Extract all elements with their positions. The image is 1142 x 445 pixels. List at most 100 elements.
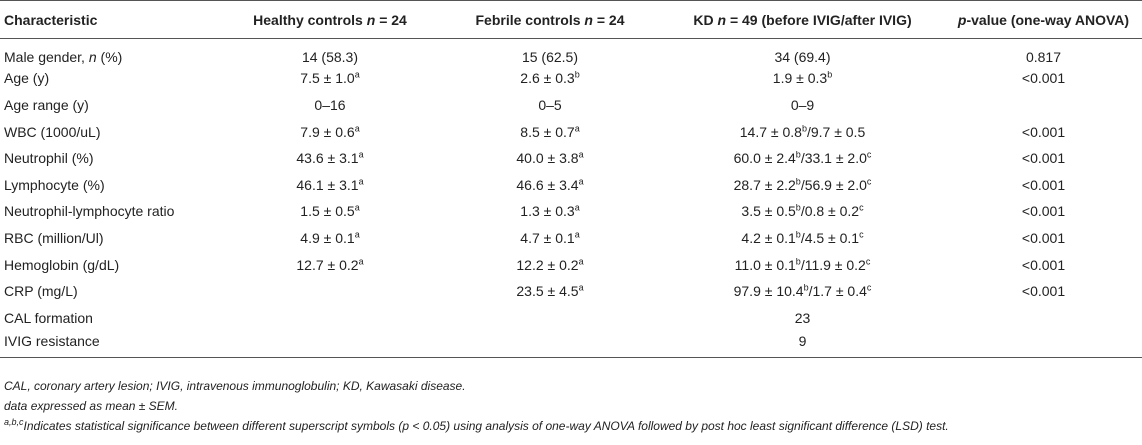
cell-kd-before-sup: b	[795, 229, 801, 240]
cell-kd-after: /9.7 ± 0.5	[806, 123, 866, 140]
table-row: Neutrophil-lymphocyte ratio 1.5 ± 0.5a 1.3…	[0, 198, 1142, 225]
cell-febrile-value: 15 (62.5)	[521, 49, 579, 66]
cell-p-value-text: <0.001	[1021, 203, 1066, 220]
cell-p-value-text: <0.001	[1021, 70, 1066, 87]
row-label: Neutrophil (%)	[0, 145, 220, 172]
cell-p-value: <0.001	[945, 145, 1142, 172]
row-label: Hemoglobin (g/dL)	[0, 251, 220, 278]
cell-kd-after-sup: c	[865, 255, 871, 266]
header-kd-text: KD	[693, 11, 718, 28]
cell-kd: 14.7 ± 0.8b/9.7 ± 0.5	[660, 118, 945, 145]
header-row: Characteristic Healthy controls n = 24 F…	[0, 0, 1142, 39]
row-label-text: Neutrophil-lymphocyte ratio	[4, 203, 175, 220]
table-row: RBC (million/Ul) 4.9 ± 0.1a 4.7 ± 0.1a 4.2 …	[0, 225, 1142, 252]
row-label: Age (y)	[0, 65, 220, 92]
cell-kd: 11.0 ± 0.1b/11.9 ± 0.2c	[660, 251, 945, 278]
cell-p-value: <0.001	[945, 118, 1142, 145]
row-label-text: Hemoglobin (g/dL)	[4, 256, 120, 273]
cell-healthy: 7.9 ± 0.6a	[220, 118, 440, 145]
cell-febrile-value: 1.3 ± 0.3	[520, 203, 575, 220]
cell-febrile: 0–5	[440, 92, 660, 119]
header-febrile-controls: Febrile controls n = 24	[440, 0, 660, 39]
header-characteristic: Characteristic	[0, 0, 220, 39]
cell-healthy-value: 46.1 ± 3.1	[296, 176, 359, 193]
table-row: Male gender, n (%) 14 (58.3) 15 (62.5) 34 (…	[0, 39, 1142, 66]
cell-healthy	[220, 278, 440, 305]
row-label: Male gender, n (%)	[0, 39, 220, 66]
cell-p-value: <0.001	[945, 251, 1142, 278]
header-characteristic-text: Characteristic	[4, 11, 98, 28]
header-febrile-count: = 24	[592, 11, 625, 28]
cell-p-value-text: 0.817	[1025, 49, 1062, 66]
row-label-text: Age range (y)	[4, 96, 89, 113]
cell-febrile-value: 8.5 ± 0.7	[520, 123, 575, 140]
cell-p-value: <0.001	[945, 225, 1142, 252]
row-label: CAL formation	[0, 304, 220, 331]
cell-kd-before-sup: b	[795, 149, 801, 160]
cell-kd: 97.9 ± 10.4b/1.7 ± 0.4c	[660, 278, 945, 305]
cell-kd-before: 28.7 ± 2.2	[733, 176, 796, 193]
cell-healthy-value: 7.5 ± 1.0	[300, 70, 355, 87]
header-p-text: -value (one-way ANOVA)	[966, 11, 1130, 28]
cell-febrile-sup: a	[574, 122, 580, 133]
cell-kd-before-sup: b	[801, 122, 807, 133]
row-label-text: RBC (million/Ul)	[4, 229, 104, 246]
cell-p-value	[945, 92, 1142, 119]
cell-healthy-sup: a	[354, 202, 360, 213]
cell-kd-before-sup: b	[795, 176, 801, 187]
cell-kd: 3.5 ± 0.5b/0.8 ± 0.2c	[660, 198, 945, 225]
cell-healthy	[220, 304, 440, 331]
table-row: Age (y) 7.5 ± 1.0a 2.6 ± 0.3b 1.9 ± 0.3b <0.…	[0, 65, 1142, 92]
table-row: Age range (y) 0–16 0–5 0–9	[0, 92, 1142, 119]
footnote-significance: a,b,cIndicates statistical significance …	[4, 416, 1142, 436]
header-healthy-n: n	[366, 11, 376, 28]
cell-healthy: 4.9 ± 0.1a	[220, 225, 440, 252]
table-row: CAL formation 23	[0, 304, 1142, 331]
cell-kd: 23	[660, 304, 945, 331]
row-label: Age range (y)	[0, 92, 220, 119]
row-label-text: Male gender,	[4, 49, 89, 66]
cell-p-value: <0.001	[945, 198, 1142, 225]
cell-febrile-sup: b	[574, 69, 580, 80]
cell-p-value: 0.817	[945, 39, 1142, 66]
cell-febrile-value: 2.6 ± 0.3	[520, 70, 575, 87]
cell-healthy-value: 7.9 ± 0.6	[300, 123, 355, 140]
cell-kd-before: 0–9	[790, 96, 815, 113]
cell-healthy	[220, 331, 440, 359]
cell-healthy-value: 0–16	[314, 96, 346, 113]
cell-healthy: 46.1 ± 3.1a	[220, 171, 440, 198]
cell-kd-after-sup: c	[859, 229, 864, 240]
cell-healthy-sup: a	[354, 229, 360, 240]
footnote-sig-p: p	[402, 419, 410, 434]
cell-febrile-sup: a	[578, 255, 584, 266]
cell-kd-before-sup: b	[827, 69, 833, 80]
cell-kd-after-sup: c	[866, 149, 872, 160]
row-label: IVIG resistance	[0, 331, 220, 359]
cell-kd: 60.0 ± 2.4b/33.1 ± 2.0c	[660, 145, 945, 172]
table-row: Hemoglobin (g/dL) 12.7 ± 0.2a 12.2 ± 0.2a 1…	[0, 251, 1142, 278]
cell-healthy: 14 (58.3)	[220, 39, 440, 66]
cell-p-value-text: <0.001	[1021, 176, 1066, 193]
cell-febrile: 46.6 ± 3.4a	[440, 171, 660, 198]
cell-kd-before: 14.7 ± 0.8	[739, 123, 802, 140]
cell-healthy: 0–16	[220, 92, 440, 119]
cell-p-value-text: <0.001	[1021, 150, 1066, 167]
cell-febrile: 4.7 ± 0.1a	[440, 225, 660, 252]
cell-p-value: <0.001	[945, 65, 1142, 92]
footnote-sig-text-1: Indicates statistical significance betwe…	[23, 419, 403, 434]
cell-kd-after: /0.8 ± 0.2	[800, 203, 860, 220]
cell-febrile	[440, 304, 660, 331]
row-label: RBC (million/Ul)	[0, 225, 220, 252]
cell-kd-before-sup: b	[795, 255, 801, 266]
cell-kd-after-sup: c	[866, 282, 872, 293]
cell-febrile	[440, 331, 660, 359]
cell-kd-after-sup: c	[866, 176, 872, 187]
cell-febrile-value: 12.2 ± 0.2	[516, 256, 579, 273]
table-body: Male gender, n (%) 14 (58.3) 15 (62.5) 34 (…	[0, 39, 1142, 359]
cell-febrile: 2.6 ± 0.3b	[440, 65, 660, 92]
header-healthy-count: = 24	[375, 11, 407, 28]
cell-p-value-text: <0.001	[1021, 123, 1066, 140]
cell-p-value-text: <0.001	[1021, 283, 1066, 300]
header-febrile-n: n	[584, 11, 593, 28]
cell-kd-before: 23	[794, 309, 811, 326]
